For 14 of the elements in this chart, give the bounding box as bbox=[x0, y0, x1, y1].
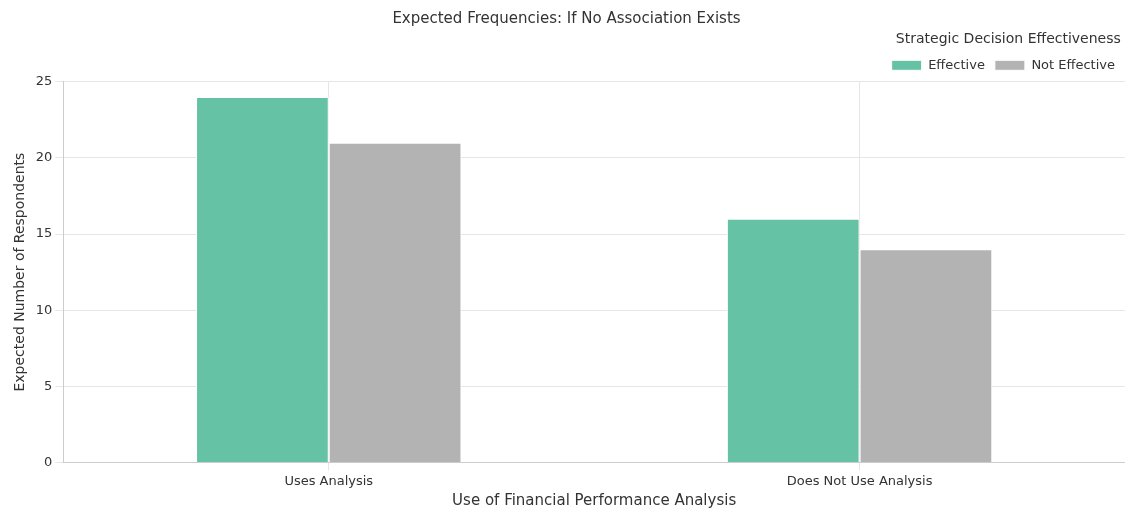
x-tick-label: Does Not Use Analysis bbox=[786, 472, 933, 488]
y-tick-label: 10 bbox=[35, 301, 53, 317]
legend-label: Not Effective bbox=[1031, 56, 1115, 72]
x-tick-label: Uses Analysis bbox=[284, 472, 374, 488]
legend-label: Effective bbox=[928, 56, 985, 72]
chart-title: Expected Frequencies: If No Association Exists bbox=[392, 8, 741, 27]
y-tick-label: 20 bbox=[35, 149, 53, 165]
y-axis-title: Expected Number of Respondents bbox=[11, 152, 28, 392]
y-tick-label: 25 bbox=[35, 73, 53, 89]
y-tick-label: 5 bbox=[44, 377, 53, 393]
x-axis-title: Use of Financial Performance Analysis bbox=[452, 490, 737, 509]
y-tick-label: 15 bbox=[35, 225, 53, 241]
y-tick-label: 0 bbox=[44, 453, 53, 469]
legend-title: Strategic Decision Effectiveness bbox=[895, 29, 1121, 46]
